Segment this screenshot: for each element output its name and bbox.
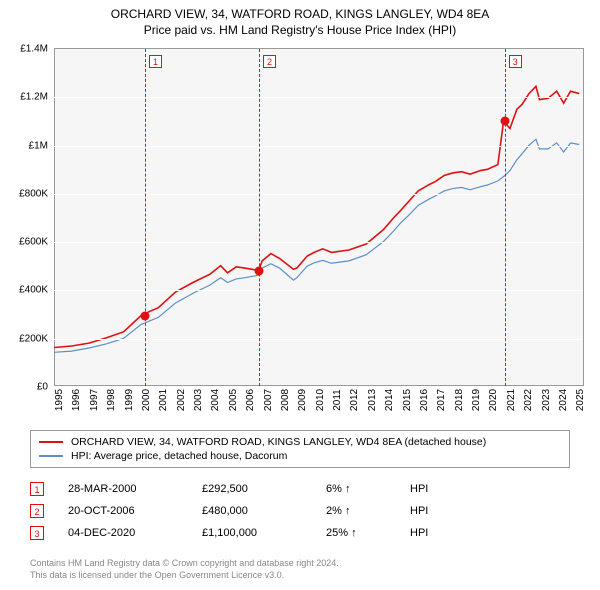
sale-dot [255, 267, 264, 276]
x-tick-label: 1999 [124, 389, 135, 411]
x-tick-label: 2004 [210, 389, 221, 411]
sale-vs: HPI [410, 483, 428, 495]
legend-row: ORCHARD VIEW, 34, WATFORD ROAD, KINGS LA… [39, 435, 561, 449]
title-block: ORCHARD VIEW, 34, WATFORD ROAD, KINGS LA… [0, 0, 600, 38]
y-tick-label: £1M [29, 140, 48, 151]
sales-table: 1 28-MAR-2000 £292,500 6% ↑ HPI 2 20-OCT-2006 £… [30, 478, 570, 544]
sale-index-box: 2 [30, 504, 44, 518]
sale-vs: HPI [410, 505, 428, 517]
sale-dot [500, 117, 509, 126]
attribution-line2: This data is licensed under the Open Gov… [30, 570, 570, 582]
x-tick-label: 2007 [263, 389, 274, 411]
y-tick-label: £600K [19, 237, 48, 248]
y-tick-label: £200K [19, 333, 48, 344]
sale-date: 28-MAR-2000 [68, 483, 178, 495]
x-tick-label: 1995 [54, 389, 65, 411]
legend-label: HPI: Average price, detached house, Daco… [71, 450, 287, 462]
legend-box: ORCHARD VIEW, 34, WATFORD ROAD, KINGS LA… [30, 430, 570, 468]
x-tick-label: 1997 [89, 389, 100, 411]
legend-row: HPI: Average price, detached house, Daco… [39, 449, 561, 463]
x-tick-label: 2002 [176, 389, 187, 411]
legend-swatch [39, 455, 63, 457]
sale-vline [505, 49, 506, 386]
sale-index-box: 1 [30, 482, 44, 496]
sale-price: £1,100,000 [202, 527, 302, 539]
x-tick-label: 2009 [297, 389, 308, 411]
x-tick-label: 2001 [158, 389, 169, 411]
chart-container: ORCHARD VIEW, 34, WATFORD ROAD, KINGS LA… [0, 0, 600, 590]
chart-plot-area: £0£200K£400K£600K£800K£1M£1.2M£1.4M19951… [54, 48, 584, 386]
x-tick-label: 2003 [193, 389, 204, 411]
x-tick-label: 2018 [454, 389, 465, 411]
sale-vline [259, 49, 260, 386]
series-price_paid [54, 86, 579, 347]
x-tick-label: 2013 [367, 389, 378, 411]
legend-label: ORCHARD VIEW, 34, WATFORD ROAD, KINGS LA… [71, 436, 486, 448]
series-hpi [54, 139, 579, 352]
x-tick-label: 2024 [558, 389, 569, 411]
x-tick-label: 2023 [541, 389, 552, 411]
attribution: Contains HM Land Registry data © Crown c… [30, 558, 570, 581]
sale-index-box: 3 [30, 526, 44, 540]
y-tick-label: £1.2M [20, 92, 48, 103]
sale-marker-box: 2 [263, 55, 276, 68]
sale-date: 04-DEC-2020 [68, 527, 178, 539]
x-tick-label: 2019 [471, 389, 482, 411]
x-tick-label: 2021 [506, 389, 517, 411]
title-line2: Price paid vs. HM Land Registry's House … [0, 22, 600, 38]
x-tick-label: 1996 [71, 389, 82, 411]
sale-marker-box: 3 [509, 55, 522, 68]
sale-delta: 25% ↑ [326, 527, 386, 539]
sales-row: 3 04-DEC-2020 £1,100,000 25% ↑ HPI [30, 522, 570, 544]
sale-delta: 6% ↑ [326, 483, 386, 495]
x-tick-label: 2010 [315, 389, 326, 411]
sale-marker-box: 1 [149, 55, 162, 68]
x-tick-label: 2011 [332, 389, 343, 411]
sales-row: 2 20-OCT-2006 £480,000 2% ↑ HPI [30, 500, 570, 522]
sale-dot [141, 312, 150, 321]
x-tick-label: 2008 [280, 389, 291, 411]
x-tick-label: 2017 [436, 389, 447, 411]
x-tick-label: 2016 [419, 389, 430, 411]
sale-vs: HPI [410, 527, 428, 539]
x-tick-label: 2000 [141, 389, 152, 411]
sale-price: £480,000 [202, 505, 302, 517]
y-tick-label: £400K [19, 285, 48, 296]
x-tick-label: 2005 [228, 389, 239, 411]
y-tick-label: £1.4M [20, 44, 48, 55]
y-tick-label: £0 [37, 382, 48, 393]
sale-delta: 2% ↑ [326, 505, 386, 517]
legend-swatch [39, 441, 63, 443]
x-tick-label: 2025 [575, 389, 586, 411]
x-tick-label: 2015 [402, 389, 413, 411]
sales-row: 1 28-MAR-2000 £292,500 6% ↑ HPI [30, 478, 570, 500]
x-tick-label: 1998 [106, 389, 117, 411]
title-line1: ORCHARD VIEW, 34, WATFORD ROAD, KINGS LA… [0, 6, 600, 22]
x-tick-label: 2006 [245, 389, 256, 411]
x-tick-label: 2022 [523, 389, 534, 411]
sale-date: 20-OCT-2006 [68, 505, 178, 517]
y-tick-label: £800K [19, 188, 48, 199]
x-tick-label: 2012 [349, 389, 360, 411]
sale-vline [145, 49, 146, 386]
attribution-line1: Contains HM Land Registry data © Crown c… [30, 558, 570, 570]
sale-price: £292,500 [202, 483, 302, 495]
x-tick-label: 2020 [488, 389, 499, 411]
x-tick-label: 2014 [384, 389, 395, 411]
